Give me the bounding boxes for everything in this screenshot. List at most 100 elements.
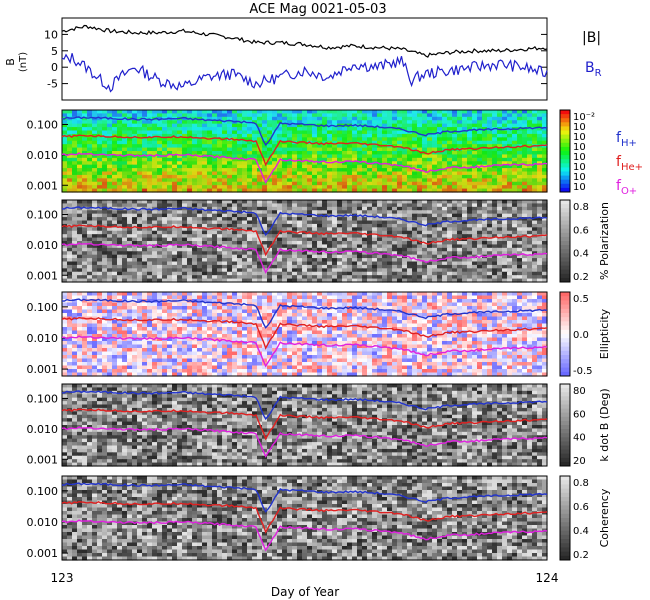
spectrogram-cell xyxy=(392,113,398,118)
spectrogram-cell xyxy=(497,237,503,242)
spectrogram-cell xyxy=(222,181,228,186)
spectrogram-cell xyxy=(127,174,133,179)
spectrogram-cell xyxy=(267,185,273,190)
spectrogram-cell xyxy=(227,200,233,205)
spectrogram-cell xyxy=(347,254,353,259)
spectrogram-cell xyxy=(517,178,523,183)
spectrogram-cell xyxy=(337,185,343,190)
spectrogram-cell xyxy=(412,154,418,159)
spectrogram-cell xyxy=(292,264,298,269)
spectrogram-cell xyxy=(412,178,418,183)
spectrogram-cell xyxy=(112,264,118,269)
colorbar-segment xyxy=(560,142,570,148)
spectrogram-cell xyxy=(162,237,168,242)
spectrogram-cell xyxy=(422,120,428,125)
spectrogram-cell xyxy=(72,130,78,135)
spectrogram-cell xyxy=(502,178,508,183)
spectrogram-cell xyxy=(422,161,428,166)
spectrogram-cell xyxy=(402,234,408,239)
spectrogram-cell xyxy=(312,217,318,222)
spectrogram-cell xyxy=(422,123,428,128)
spectrogram-cell xyxy=(377,120,383,125)
spectrogram-cell xyxy=(202,223,208,228)
spectrogram-cell xyxy=(387,206,393,211)
spectrogram-cell xyxy=(222,144,228,149)
colorbar-tick-label: 10⁻² xyxy=(573,112,595,123)
spectrogram-cell xyxy=(202,120,208,125)
spectrogram-cell xyxy=(152,174,158,179)
spectrogram-cell xyxy=(182,244,188,249)
spectrogram-cell xyxy=(247,230,253,235)
spectrogram-cell xyxy=(362,227,368,232)
spectrogram-cell xyxy=(67,292,73,297)
spectrogram-cell xyxy=(227,264,233,269)
spectrogram-cell xyxy=(287,203,293,208)
spectrogram-cell xyxy=(382,295,388,300)
spectrogram-cell xyxy=(282,157,288,162)
spectrogram-cell xyxy=(402,123,408,128)
spectrogram-cell xyxy=(152,251,158,256)
spectrogram-cell xyxy=(447,271,453,276)
spectrogram-cell xyxy=(267,110,273,115)
spectrogram-cell xyxy=(297,268,303,273)
spectrogram-cell xyxy=(537,206,543,211)
spectrogram-cell xyxy=(407,110,413,115)
spectrogram-cell xyxy=(362,144,368,149)
spectrogram-cell xyxy=(452,244,458,249)
spectrogram-cell xyxy=(487,200,493,205)
spectrogram-cell xyxy=(402,203,408,208)
spectrogram-cell xyxy=(467,130,473,135)
spectrogram-cell xyxy=(417,130,423,135)
spectrogram-cell xyxy=(282,295,288,300)
spectrogram-cell xyxy=(367,116,373,121)
spectrogram-cell xyxy=(512,295,518,300)
spectrogram-cell xyxy=(392,292,398,297)
spectrogram-cell xyxy=(542,200,548,205)
spectrogram-cell xyxy=(237,151,243,156)
spectrogram-cell xyxy=(312,151,318,156)
spectrogram-cell xyxy=(262,254,268,259)
spectrogram-cell xyxy=(67,220,73,225)
spectrogram-cell xyxy=(182,210,188,215)
spectrogram-cell xyxy=(342,127,348,132)
spectrogram-cell xyxy=(167,144,173,149)
spectrogram-cell xyxy=(102,157,108,162)
spectrogram-cell xyxy=(92,185,98,190)
spectrogram-cell xyxy=(257,234,263,239)
spectrogram-cell xyxy=(492,130,498,135)
spectrogram-cell xyxy=(187,140,193,145)
spectrogram-cell xyxy=(542,181,548,186)
spectrogram-cell xyxy=(302,292,308,297)
spectrogram-cell xyxy=(427,144,433,149)
spectrogram-cell xyxy=(332,254,338,259)
spectrogram-cell xyxy=(467,140,473,145)
spectrogram-cell xyxy=(102,264,108,269)
spectrogram-cell xyxy=(187,154,193,159)
spectrogram-cell xyxy=(532,258,538,263)
spectrogram-cell xyxy=(317,181,323,186)
spectrogram-cell xyxy=(177,188,183,193)
spectrogram-cell xyxy=(467,275,473,280)
spectrogram-cell xyxy=(292,227,298,232)
spectrogram-cell xyxy=(382,254,388,259)
spectrogram-cell xyxy=(517,133,523,138)
spectrogram-cell xyxy=(482,113,488,118)
colorbar-tick-label: 10 xyxy=(573,142,586,153)
spectrogram-cell xyxy=(307,247,313,252)
spectrogram-cell xyxy=(332,295,338,300)
spectrogram-cell xyxy=(217,292,223,297)
spectrogram-cell xyxy=(492,164,498,169)
spectrogram-cell xyxy=(212,200,218,205)
spectrogram-cell xyxy=(182,213,188,218)
spectrogram-cell xyxy=(277,174,283,179)
spectrogram-cell xyxy=(222,247,228,252)
spectrogram-cell xyxy=(302,254,308,259)
spectrogram-cell xyxy=(72,292,78,297)
spectrogram-cell xyxy=(487,275,493,280)
spectrogram-cell xyxy=(472,120,478,125)
spectrogram-cell xyxy=(367,140,373,145)
spectrogram-cell xyxy=(427,247,433,252)
spectrogram-cell xyxy=(532,210,538,215)
spectrogram-cell xyxy=(112,220,118,225)
spectrogram-cell xyxy=(377,133,383,138)
